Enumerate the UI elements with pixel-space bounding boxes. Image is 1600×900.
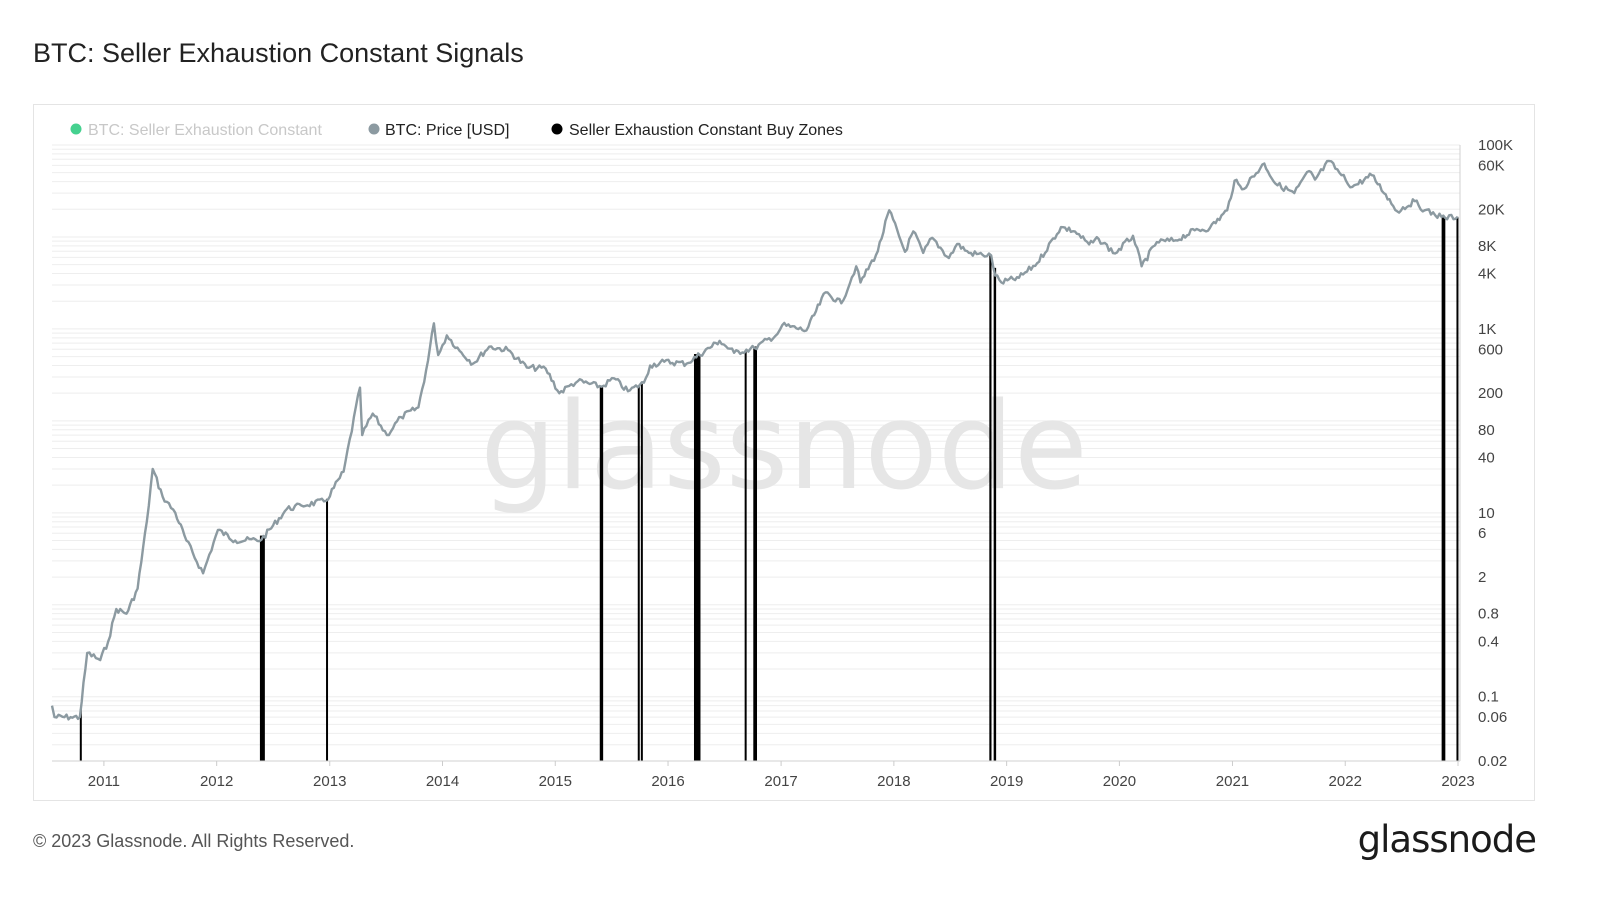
buy-zone-bar bbox=[744, 350, 747, 761]
x-tick-label: 2012 bbox=[200, 773, 233, 790]
legend-swatch-buy-zones bbox=[551, 123, 563, 135]
legend-label-price: BTC: Price [USD] bbox=[385, 122, 509, 139]
y-tick-label: 200 bbox=[1478, 385, 1503, 402]
x-tick-label: 2013 bbox=[313, 773, 346, 790]
y-axis-ticks: 100K 60K 20K 8K 4K 1K 600 200 80 40 10 6 2 0.8 0.4 0.1 0… bbox=[1478, 137, 1513, 770]
y-tick-label: 80 bbox=[1478, 422, 1495, 439]
buy-zone-bar bbox=[693, 354, 701, 761]
legend-swatch-sec bbox=[70, 123, 82, 135]
y-tick-label: 0.06 bbox=[1478, 709, 1507, 726]
x-tick-label: 2011 bbox=[88, 773, 120, 790]
x-tick-label: 2016 bbox=[651, 773, 684, 790]
buy-zones bbox=[79, 216, 1459, 762]
legend-item-sec[interactable]: BTC: Seller Exhaustion Constant bbox=[70, 122, 323, 139]
buy-zone-bar bbox=[753, 346, 758, 761]
price-line bbox=[50, 159, 1459, 721]
y-tick-label: 0.02 bbox=[1478, 753, 1507, 770]
page-title: BTC: Seller Exhaustion Constant Signals bbox=[33, 38, 524, 68]
legend-label-sec: BTC: Seller Exhaustion Constant bbox=[88, 122, 322, 139]
glassnode-logo: glassnode bbox=[1357, 818, 1537, 861]
buy-zone-bar bbox=[640, 383, 643, 761]
legend-item-price[interactable]: BTC: Price [USD] bbox=[368, 122, 510, 139]
y-tick-label: 20K bbox=[1478, 201, 1505, 218]
y-tick-label: 600 bbox=[1478, 341, 1503, 358]
legend-swatch-price bbox=[368, 123, 380, 135]
chart-svg: glassnode 100K 60K 20K 8K 4K 1K 600 200 80 40 10 6 2… bbox=[50, 122, 1513, 790]
x-tick-label: 2021 bbox=[1216, 773, 1249, 790]
x-tick-label: 2017 bbox=[764, 773, 797, 790]
x-tick-label: 2023 bbox=[1441, 773, 1474, 790]
buy-zone-bar bbox=[326, 498, 329, 761]
buy-zone-bar bbox=[259, 535, 265, 761]
y-tick-label: 1K bbox=[1478, 321, 1496, 338]
x-tick-label: 2019 bbox=[990, 773, 1023, 790]
legend: BTC: Seller Exhaustion Constant BTC: Pri… bbox=[70, 122, 843, 139]
chart-container: glassnode 100K 60K 20K 8K 4K 1K 600 200 80 40 10 6 2… bbox=[33, 104, 1535, 801]
y-tick-label: 0.4 bbox=[1478, 633, 1499, 650]
y-tick-label: 40 bbox=[1478, 449, 1495, 466]
y-tick-label: 0.1 bbox=[1478, 689, 1499, 706]
buy-zone-bar bbox=[79, 709, 82, 761]
y-tick-label: 8K bbox=[1478, 238, 1496, 255]
legend-item-buy-zones[interactable]: Seller Exhaustion Constant Buy Zones bbox=[551, 122, 843, 139]
y-tick-label: 2 bbox=[1478, 569, 1486, 586]
x-tick-label: 2018 bbox=[877, 773, 910, 790]
x-tick-label: 2022 bbox=[1329, 773, 1362, 790]
y-tick-label: 10 bbox=[1478, 505, 1495, 522]
legend-label-buy-zones: Seller Exhaustion Constant Buy Zones bbox=[569, 122, 843, 139]
price-series bbox=[50, 159, 1459, 721]
y-tick-label: 100K bbox=[1478, 137, 1513, 154]
buy-zone-bar bbox=[993, 267, 997, 761]
x-axis-ticks: 2011 2012 2013 2014 2015 2016 2017 2018 2019 2020… bbox=[88, 761, 1475, 790]
buy-zone-bar bbox=[1441, 216, 1446, 761]
y-tick-label: 6 bbox=[1478, 525, 1486, 542]
buy-zone-bar bbox=[599, 385, 604, 761]
buy-zone-bar bbox=[989, 255, 992, 762]
buy-zone-bar bbox=[1456, 216, 1459, 762]
x-tick-label: 2020 bbox=[1103, 773, 1136, 790]
watermark: glassnode bbox=[480, 378, 1088, 517]
y-tick-label: 4K bbox=[1478, 266, 1496, 283]
y-tick-label: 0.8 bbox=[1478, 606, 1499, 623]
y-tick-label: 60K bbox=[1478, 157, 1505, 174]
copyright-footer: © 2023 Glassnode. All Rights Reserved. bbox=[33, 831, 355, 851]
x-tick-label: 2015 bbox=[539, 773, 572, 790]
x-tick-label: 2014 bbox=[426, 773, 459, 790]
buy-zone-bar bbox=[637, 385, 640, 761]
